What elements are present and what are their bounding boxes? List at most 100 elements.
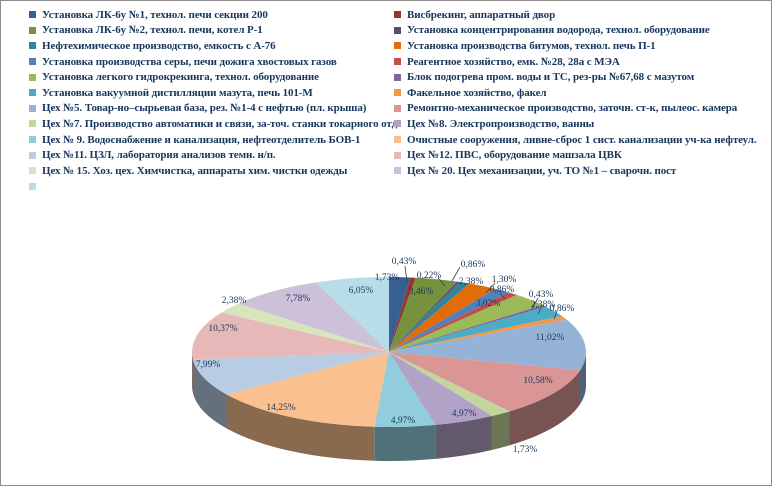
legend-item[interactable]: Цех №8. Электропроизводство, ванны (394, 116, 757, 132)
legend-swatch-icon (394, 58, 401, 66)
legend-item[interactable]: Установка легкого гидрокрекинга, технол.… (29, 69, 400, 85)
legend-item-label: Установка концентрирования водорода, тех… (407, 24, 710, 37)
legend-item-label: Факельное хозяйство, факел (407, 86, 547, 99)
slice-value-label: 0,86% (461, 260, 486, 270)
label-leader-line (537, 307, 542, 315)
pie-slice-side-wall (226, 394, 375, 461)
slice-value-label: 0,86% (490, 285, 515, 295)
label-leader-line (531, 297, 539, 310)
legend-item[interactable]: Цех №5. Товар-но–сырьевая база, рез. №1-… (29, 101, 400, 117)
legend-item[interactable]: Установка ЛК-6у №2, технол. печи, котел … (29, 23, 400, 39)
label-leader-line (553, 310, 558, 320)
legend-swatch-icon (394, 11, 401, 19)
label-leader-line (499, 292, 506, 300)
legend-item[interactable]: Реагентное хозяйство, емк. №28, 28а с МЭ… (394, 54, 757, 70)
legend-item[interactable]: Установка производства серы, печи дожига… (29, 54, 400, 70)
pie-slice[interactable] (315, 277, 389, 352)
pie-slice[interactable] (389, 283, 496, 352)
legend-item[interactable]: Цех № 9. Водоснабжение и канализация, не… (29, 132, 400, 148)
legend-item[interactable]: Цех №11. ЦЗЛ, лаборатория анализов темн.… (29, 147, 400, 163)
legend-swatch-icon (394, 104, 401, 112)
legend-item[interactable]: Факельное хозяйство, факел (394, 85, 757, 101)
legend-item-label: Установка вакуумной дистилляции мазута, … (42, 86, 313, 99)
legend-swatch-icon (394, 73, 401, 81)
legend-item-label: Очистные сооружения, ливне-сброс 1 сист.… (407, 133, 757, 146)
legend-item-label: Реагентное хозяйство, емк. №28, 28а с МЭ… (407, 55, 620, 68)
pie-slice[interactable] (192, 312, 389, 360)
legend-item[interactable]: Цех №12. ПВС, оборудование машзала ЦВК (394, 147, 757, 163)
pie-slice[interactable] (389, 352, 580, 412)
legend-item[interactable]: Установка концентрирования водорода, тех… (394, 23, 757, 39)
legend-item-label: Цех №12. ПВС, оборудование машзала ЦВК (407, 149, 622, 162)
legend-item[interactable]: Установка производства битумов, технол. … (394, 38, 757, 54)
legend-swatch-icon (29, 136, 36, 144)
slice-value-label: 10,58% (523, 376, 552, 386)
pie-slice[interactable] (389, 277, 416, 352)
legend-item-label: Установка ЛК-6у №1, технол. печи секции … (42, 8, 268, 21)
pie-slice[interactable] (389, 305, 547, 352)
pie-slice[interactable] (389, 352, 510, 416)
legend-item[interactable]: Нефтехимическое производство, емкость с … (29, 38, 400, 54)
legend-column-left: Установка ЛК-6у №1, технол. печи секции … (29, 7, 400, 194)
legend-swatch-icon (29, 42, 36, 50)
legend-item-label: Блок подогрева пром. воды и ТС, рез-ры №… (407, 71, 695, 84)
legend-item[interactable] (29, 179, 400, 195)
legend-item[interactable]: Цех № 15. Хоз. цех. Химчистка, аппараты … (29, 163, 400, 179)
legend-item-label: Цех № 9. Водоснабжение и канализация, не… (42, 133, 361, 146)
legend-item[interactable]: Установка вакуумной дистилляции мазута, … (29, 85, 400, 101)
pie-slice-side-wall (374, 424, 436, 461)
label-leader-line (437, 277, 446, 287)
legend-item-label: Установка производства серы, печи дожига… (42, 55, 337, 68)
pie-slice-side-wall (192, 359, 227, 429)
pie-slice[interactable] (226, 352, 389, 427)
pie-slice[interactable] (389, 294, 543, 352)
pie-slice[interactable] (389, 281, 460, 352)
pie-slice[interactable] (221, 303, 389, 352)
slice-value-label: 7,99% (196, 360, 221, 370)
legend-swatch-icon (394, 151, 401, 159)
legend-item[interactable]: Цех № 20. Цех механизации, уч. ТО №1 – с… (394, 163, 757, 179)
legend-item[interactable]: Висбрекинг, аппаратный двор (394, 7, 757, 23)
legend-item-label: Цех № 15. Хоз. цех. Химчистка, аппараты … (42, 164, 348, 177)
legend-item[interactable]: Ремонтно-механическое производство, зато… (394, 101, 757, 117)
pie-slice[interactable] (192, 352, 389, 395)
legend-item-label: Установка ЛК-6у №2, технол. печи, котел … (42, 24, 263, 37)
legend-item-label: Установка легкого гидрокрекинга, технол.… (42, 71, 319, 84)
slice-value-label: 0,86% (550, 304, 575, 314)
legend-item[interactable]: Очистные сооружения, ливне-сброс 1 сист.… (394, 132, 757, 148)
pie-slice[interactable] (389, 288, 509, 352)
slice-value-label: 6,05% (349, 286, 374, 296)
legend-swatch-icon (29, 89, 36, 97)
pie-slice[interactable] (374, 352, 436, 427)
legend-item[interactable]: Цех №7. Производство автоматики и связи,… (29, 116, 400, 132)
legend-swatch-icon (394, 120, 401, 128)
legend-swatch-icon (29, 73, 36, 81)
pie-slice[interactable] (389, 292, 517, 352)
pie-slice[interactable] (389, 306, 563, 352)
pie-slice[interactable] (389, 277, 411, 352)
pie-slice[interactable] (389, 352, 492, 425)
legend-item-label: Цех №11. ЦЗЛ, лаборатория анализов темн.… (42, 149, 276, 162)
label-leader-line (485, 282, 496, 294)
legend-swatch-icon (29, 11, 36, 19)
legend-item-label: Цех №8. Электропроизводство, ванны (407, 117, 595, 130)
pie-slice-side-wall (192, 352, 193, 394)
pie-slice-side-wall (579, 352, 586, 405)
pie-slice[interactable] (389, 277, 458, 352)
slice-value-label: 1,30% (492, 275, 517, 285)
legend-item[interactable]: Установка ЛК-6у №1, технол. печи секции … (29, 7, 400, 23)
slice-value-label: 2,38% (222, 296, 247, 306)
legend-swatch-icon (394, 42, 401, 50)
slice-value-label: 1,73% (375, 273, 400, 283)
legend-swatch-icon (29, 182, 36, 190)
label-leader-line (404, 265, 408, 283)
legend-item-label: Нефтехимическое производство, емкость с … (42, 39, 276, 52)
pie-slice[interactable] (389, 281, 470, 352)
pie-slice[interactable] (389, 319, 586, 371)
legend-swatch-icon (29, 58, 36, 66)
legend-item[interactable]: Блок подогрева пром. воды и ТС, рез-ры №… (394, 69, 757, 85)
pie-slice[interactable] (389, 316, 567, 352)
pie-slice[interactable] (238, 282, 389, 352)
